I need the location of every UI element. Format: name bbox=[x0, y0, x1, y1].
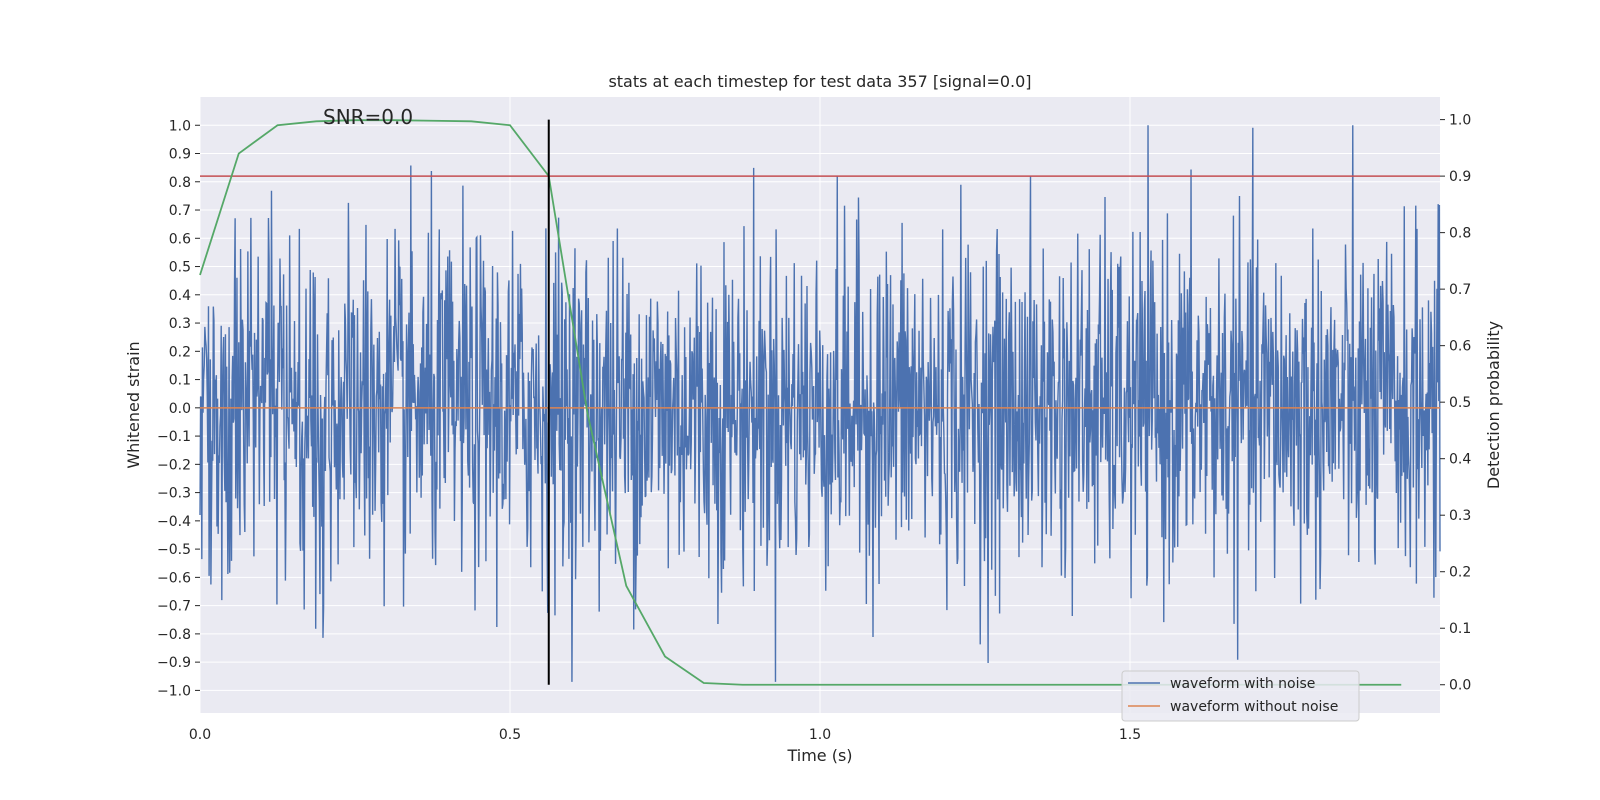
y-tick-label: −0.5 bbox=[157, 542, 191, 558]
y-tick-label: −0.1 bbox=[157, 429, 191, 445]
x-tick-label: 0.0 bbox=[189, 727, 211, 743]
y2-tick-label: 0.6 bbox=[1449, 339, 1471, 355]
x-axis-label: Time (s) bbox=[786, 746, 852, 765]
y2-tick-label: 0.1 bbox=[1449, 621, 1471, 637]
legend-label-clean: waveform without noise bbox=[1170, 699, 1338, 715]
y-tick-label: 0.3 bbox=[169, 316, 191, 332]
y-tick-label: 0.9 bbox=[169, 147, 191, 163]
y-tick-label: 0.4 bbox=[169, 288, 191, 304]
y-axis-label: Whitened strain bbox=[124, 341, 143, 468]
legend: waveform with noise waveform without noi… bbox=[1121, 670, 1360, 722]
y2-tick-label: 0.2 bbox=[1449, 565, 1471, 581]
y2-tick-label: 0.9 bbox=[1449, 169, 1471, 185]
y2-tick-label: 0.0 bbox=[1449, 678, 1471, 694]
x-tick-label: 1.5 bbox=[1119, 727, 1141, 743]
y-tick-label: 0.2 bbox=[169, 344, 191, 360]
data-layer bbox=[199, 119, 1441, 686]
y-tick-label: 0.7 bbox=[169, 203, 191, 219]
y-tick-label: 0.8 bbox=[169, 175, 191, 191]
y-tick-label: −0.7 bbox=[157, 599, 191, 615]
y-tick-label: 0.0 bbox=[169, 401, 191, 417]
y-tick-label: −0.4 bbox=[157, 514, 191, 530]
y-tick-label: −0.9 bbox=[157, 655, 191, 671]
legend-label-noise: waveform with noise bbox=[1170, 676, 1315, 692]
y-tick-label: −1.0 bbox=[157, 683, 191, 699]
y2-tick-label: 0.8 bbox=[1449, 226, 1471, 242]
x-tick-label: 0.5 bbox=[499, 727, 521, 743]
y-tick-label: 0.6 bbox=[169, 231, 191, 247]
y2-tick-label: 0.3 bbox=[1449, 508, 1471, 524]
y2-tick-label: 1.0 bbox=[1449, 113, 1471, 129]
snr-annotation: SNR=0.0 bbox=[323, 105, 413, 129]
y2-tick-label: 0.5 bbox=[1449, 395, 1471, 411]
y-tick-label: 0.5 bbox=[169, 260, 191, 276]
legend-box bbox=[1121, 670, 1360, 722]
y-tick-label: −0.2 bbox=[157, 457, 191, 473]
y-tick-label: 1.0 bbox=[169, 118, 191, 134]
ticks: −1.0 −0.9 −0.8 −0.7 −0.6 −0.5 −0.4 −0.3 −0.2 −0.1… bbox=[157, 113, 1471, 743]
y2-axis-label: Detection probability bbox=[1484, 321, 1503, 489]
y-tick-label: −0.3 bbox=[157, 486, 191, 502]
chart-title: stats at each timestep for test data 357… bbox=[608, 72, 1031, 91]
y-tick-label: 0.1 bbox=[169, 373, 191, 389]
x-tick-label: 1.0 bbox=[809, 727, 831, 743]
series-waveform-with-noise bbox=[199, 125, 1441, 682]
y-tick-label: −0.6 bbox=[157, 570, 191, 586]
y2-tick-label: 0.4 bbox=[1449, 452, 1471, 468]
y2-tick-label: 0.7 bbox=[1449, 282, 1471, 298]
y-tick-label: −0.8 bbox=[157, 627, 191, 643]
